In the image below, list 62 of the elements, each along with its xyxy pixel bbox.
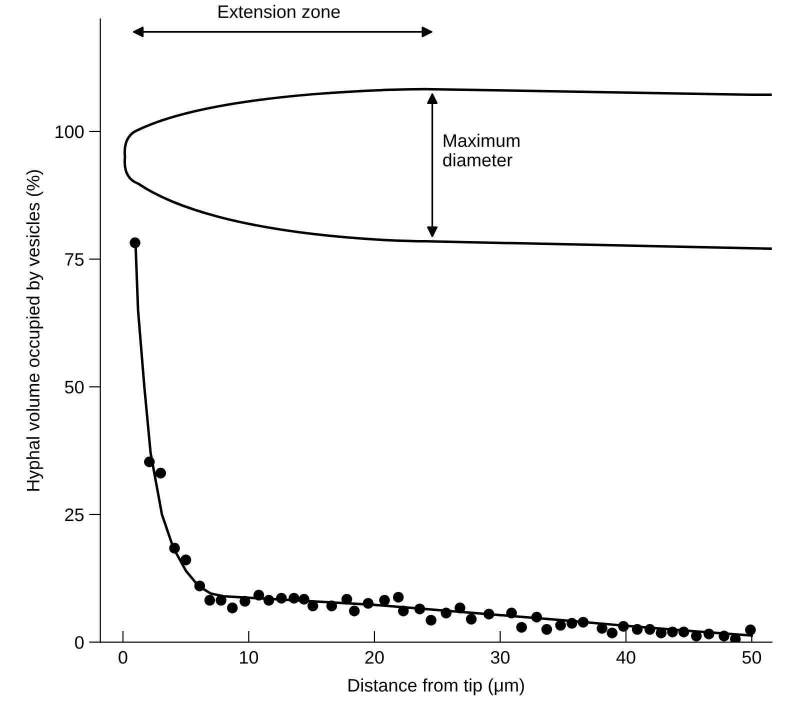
point bbox=[718, 630, 730, 642]
y-tick-label: 25 bbox=[65, 508, 84, 522]
point bbox=[632, 624, 643, 635]
point bbox=[516, 622, 527, 633]
point bbox=[704, 628, 714, 640]
x-tick-label: 30 bbox=[490, 650, 510, 664]
point bbox=[466, 614, 477, 625]
point bbox=[326, 600, 338, 612]
point bbox=[298, 594, 310, 605]
point bbox=[691, 630, 702, 642]
point bbox=[204, 594, 216, 606]
y-tick-label: 50 bbox=[65, 380, 84, 394]
point bbox=[618, 620, 629, 632]
point bbox=[426, 614, 436, 626]
annotation: Maximum diameter bbox=[443, 134, 520, 166]
point bbox=[263, 594, 274, 606]
y-tick-label: 75 bbox=[65, 253, 84, 266]
point bbox=[216, 594, 226, 606]
point bbox=[169, 542, 180, 554]
point bbox=[745, 624, 756, 636]
point bbox=[678, 626, 690, 638]
point bbox=[240, 596, 250, 607]
point bbox=[414, 604, 426, 614]
point bbox=[276, 592, 287, 604]
x-tick-label: 40 bbox=[616, 650, 636, 664]
point bbox=[194, 580, 206, 592]
point bbox=[392, 592, 404, 603]
point bbox=[440, 608, 452, 618]
point bbox=[484, 608, 494, 620]
point bbox=[644, 624, 656, 635]
x-tick-label: 20 bbox=[365, 650, 384, 664]
text: Extension zone bbox=[218, 4, 340, 18]
point bbox=[541, 624, 552, 635]
point bbox=[362, 598, 374, 609]
point bbox=[506, 608, 517, 618]
point bbox=[341, 594, 352, 605]
x-tick-label: 10 bbox=[240, 650, 258, 664]
x-tick-label: 0 bbox=[118, 650, 128, 664]
point bbox=[180, 554, 192, 566]
point bbox=[226, 602, 238, 614]
x-tick-label: 50 bbox=[742, 650, 762, 664]
point bbox=[606, 628, 618, 638]
point bbox=[379, 594, 390, 606]
point bbox=[130, 237, 140, 248]
point bbox=[144, 456, 155, 468]
y-tick-label: 0 bbox=[75, 636, 84, 649]
y-tick-label: 100 bbox=[56, 125, 84, 138]
point bbox=[454, 602, 466, 614]
point bbox=[555, 620, 566, 631]
point bbox=[667, 626, 678, 638]
point bbox=[288, 592, 300, 604]
point bbox=[531, 612, 542, 623]
point bbox=[730, 634, 741, 642]
point bbox=[398, 606, 409, 616]
point bbox=[566, 618, 578, 629]
point bbox=[578, 616, 589, 628]
point bbox=[307, 600, 318, 612]
point bbox=[348, 606, 360, 616]
point bbox=[155, 468, 166, 478]
y-axis-title: Hyphal volume occupied by vesicles (%) bbox=[26, 170, 44, 491]
x-axis-title: Distance from tip (μm) bbox=[348, 678, 524, 696]
point bbox=[253, 590, 264, 601]
